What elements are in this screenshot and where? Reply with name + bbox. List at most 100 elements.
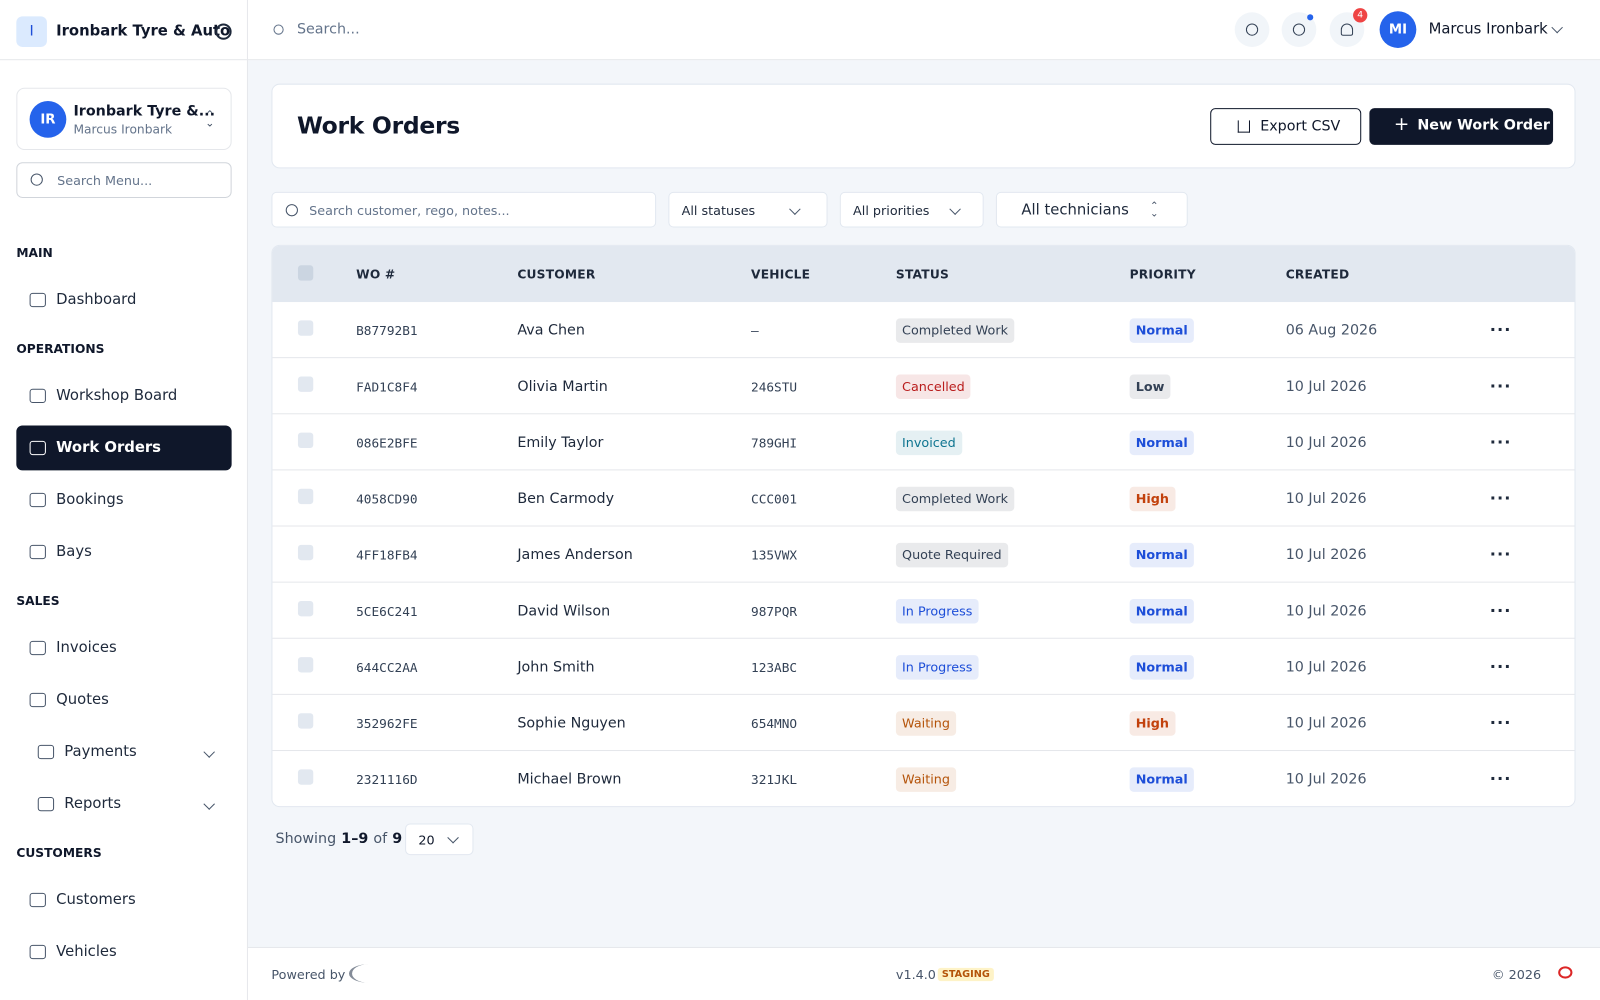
- menu-label: Work Orders: [56, 439, 161, 457]
- toggle-icon[interactable]: [215, 23, 232, 40]
- table-row[interactable]: B87792B1 Ava Chen — Completed Work Normal 06 …: [272, 302, 1575, 359]
- status-badge: Waiting: [895, 711, 957, 736]
- table-header: [272, 245, 1575, 303]
- table-row[interactable]: FAD1C8F4 Olivia Martin 246STU Cancelled Low 1…: [272, 358, 1575, 415]
- new-work-order-button[interactable]: + New Work Order: [1369, 108, 1554, 145]
- row-actions[interactable]: ···: [1489, 432, 1512, 452]
- menu-item[interactable]: Customers: [16, 878, 231, 923]
- created-date: 10 Jul 2026: [1285, 378, 1367, 395]
- of-label: of: [373, 830, 388, 847]
- vehicle: 135VWX: [751, 547, 798, 563]
- created-date: 10 Jul 2026: [1285, 546, 1367, 564]
- org-switcher[interactable]: IR Ironbark Tyre &... Marcus Ironbark ⌃ ⌄: [16, 87, 232, 150]
- menu-item[interactable]: Workshop Board: [16, 373, 231, 418]
- column-header: PRIORITY: [1129, 267, 1196, 282]
- icon-glyph: [1292, 23, 1306, 36]
- range: 1–9: [341, 830, 369, 847]
- customer: Ava Chen: [517, 322, 585, 339]
- row-checkbox[interactable]: [297, 432, 314, 448]
- row-checkbox[interactable]: [297, 601, 314, 617]
- menu-icon: [29, 388, 46, 404]
- plus-icon: +: [1393, 113, 1410, 136]
- column-header: CREATED: [1285, 267, 1350, 282]
- customer: Olivia Martin: [517, 378, 608, 395]
- brand-name: Ironbark Tyre & Auto: [56, 23, 231, 40]
- status-badge: Waiting: [895, 767, 957, 792]
- table-row[interactable]: 352962FE Sophie Nguyen 654MNO Waiting High 10…: [272, 695, 1575, 752]
- menu-item[interactable]: Reports: [16, 782, 231, 827]
- row-actions[interactable]: ···: [1489, 600, 1512, 620]
- row-checkbox[interactable]: [297, 657, 314, 673]
- menu-label: Payments: [64, 743, 137, 761]
- created-date: 10 Jul 2026: [1285, 771, 1367, 788]
- row-checkbox[interactable]: [297, 488, 314, 505]
- menu-label: Bays: [56, 543, 92, 561]
- table-row[interactable]: 4058CD90 Ben Carmody CCC001 Completed Work H…: [272, 470, 1575, 527]
- priority-badge: Normal: [1129, 767, 1194, 792]
- priority-filter[interactable]: All priorities: [839, 191, 984, 228]
- customer: Michael Brown: [517, 771, 622, 788]
- table-row[interactable]: 5CE6C241 David Wilson 987PQR In Progress Nor…: [272, 583, 1575, 639]
- theme-toggle[interactable]: [1234, 12, 1270, 47]
- powered-by: Powered by: [271, 966, 346, 983]
- priority-filter-text: All priorities: [853, 202, 930, 218]
- menu-icon: [29, 492, 46, 508]
- table-row[interactable]: 4FF18FB4 James Anderson 135VWX Quote Requir…: [272, 527, 1575, 583]
- pagination-summary: Showing 1–9 of 9: [276, 831, 403, 847]
- menu-icon: [29, 440, 46, 456]
- export-csv-button[interactable]: Export CSV: [1210, 108, 1362, 145]
- status-filter-text: All statuses: [681, 202, 756, 218]
- row-actions[interactable]: ···: [1489, 319, 1512, 340]
- technician-filter[interactable]: All technicians ⌃ ⌄: [995, 191, 1188, 228]
- menu-item[interactable]: Work Orders: [16, 425, 232, 471]
- menu-item[interactable]: Bays: [16, 530, 231, 575]
- table-row[interactable]: 2321116D Michael Brown 321JKL Waiting Normal…: [272, 751, 1574, 806]
- row-actions[interactable]: ···: [1489, 656, 1512, 677]
- menu-icon: [37, 796, 55, 812]
- user-name[interactable]: Marcus Ironbark: [1428, 21, 1548, 38]
- user-avatar[interactable]: MI: [1379, 11, 1417, 48]
- page-size-select[interactable]: 20: [405, 823, 474, 856]
- table-row[interactable]: 644CC2AA John Smith 123ABC In Progress Norma…: [272, 639, 1575, 695]
- menu-item[interactable]: Bookings: [16, 478, 231, 523]
- vehicle: —: [751, 322, 759, 339]
- wo-number: B87792B1: [356, 322, 418, 339]
- select-all-checkbox[interactable]: [297, 265, 314, 281]
- row-checkbox[interactable]: [297, 320, 314, 336]
- menu-search[interactable]: Search Menu...: [16, 162, 232, 198]
- table-row[interactable]: 086E2BFE Emily Taylor 789GHI Invoiced Normal…: [272, 414, 1575, 471]
- row-checkbox[interactable]: [297, 713, 314, 729]
- menu-label: Dashboard: [56, 291, 137, 309]
- menu-item[interactable]: Dashboard: [16, 278, 231, 323]
- row-actions[interactable]: ···: [1489, 712, 1512, 733]
- menu-label: Reports: [64, 795, 122, 813]
- row-checkbox[interactable]: [297, 769, 314, 785]
- priority-badge: High: [1129, 486, 1176, 512]
- row-checkbox[interactable]: [297, 544, 314, 561]
- row-checkbox[interactable]: [297, 376, 314, 392]
- status-filter[interactable]: All statuses: [668, 191, 828, 228]
- new-label: New Work Order: [1417, 117, 1550, 134]
- filter-search[interactable]: Search customer, rego, notes...: [271, 191, 657, 228]
- created-date: 10 Jul 2026: [1285, 715, 1367, 732]
- menu-item[interactable]: Payments: [16, 730, 231, 775]
- menu-item[interactable]: Quotes: [16, 678, 231, 723]
- priority-badge: High: [1129, 711, 1176, 736]
- chevron-icon: [203, 798, 215, 810]
- wo-number: 086E2BFE: [356, 435, 418, 451]
- footer: Powered by v1.4.0 STAGING © 2026: [247, 946, 1600, 1000]
- menu-label: Invoices: [56, 639, 117, 657]
- org-avatar: IR: [29, 101, 67, 138]
- menu-item[interactable]: Vehicles: [16, 930, 231, 975]
- row-actions[interactable]: ···: [1489, 768, 1512, 789]
- priority-badge: Normal: [1129, 318, 1194, 343]
- partner-logo: [1558, 966, 1573, 979]
- work-orders-table: WO # CUSTOMER VEHICLE STATUS PRIORITY CREATED…: [271, 244, 1576, 808]
- customer: Ben Carmody: [517, 490, 615, 508]
- row-actions[interactable]: ···: [1489, 488, 1512, 508]
- row-actions[interactable]: ···: [1489, 544, 1512, 564]
- menu-item[interactable]: Invoices: [16, 626, 231, 671]
- row-actions[interactable]: ···: [1489, 376, 1512, 396]
- priority-badge: Normal: [1129, 542, 1194, 568]
